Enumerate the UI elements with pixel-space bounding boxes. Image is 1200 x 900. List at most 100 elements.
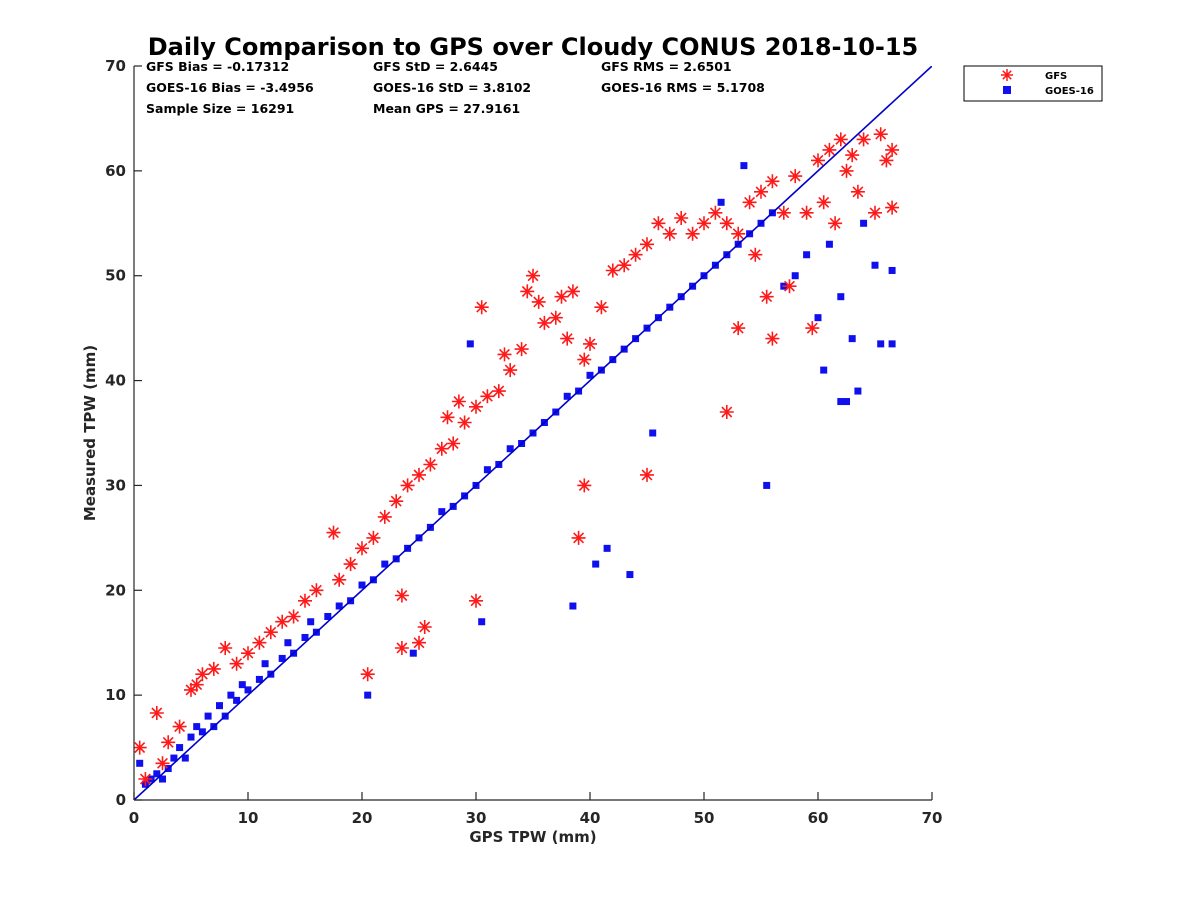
x-tick-label: 20 xyxy=(352,809,373,827)
gfs-point xyxy=(355,541,369,556)
ticks-layer: 0 10 20 30 40 50 60 70 0 10 20 30 40 50 60 70 xyxy=(105,57,942,827)
gfs-point xyxy=(184,682,198,697)
gfs-point xyxy=(343,557,358,572)
gfs-point xyxy=(719,216,734,231)
gfs-point xyxy=(360,667,375,682)
y-axis-label: Measured TPW (mm) xyxy=(81,345,99,521)
gfs-point xyxy=(514,342,529,357)
goes-16-point xyxy=(592,560,600,568)
goes-16-point xyxy=(409,649,417,657)
gfs-point xyxy=(754,184,768,199)
goes-16-point xyxy=(791,272,799,280)
goes-16-point xyxy=(216,702,223,710)
gfs-point xyxy=(868,205,882,220)
gfs-point xyxy=(263,625,278,640)
gfs-point xyxy=(805,321,820,336)
gfs-point xyxy=(469,399,483,414)
legend-gfs-marker xyxy=(1001,69,1013,81)
gfs-point xyxy=(457,415,472,430)
gfs-point xyxy=(520,284,535,299)
goes-16-point xyxy=(563,392,571,400)
gfs-point xyxy=(206,661,221,676)
goes-16-point xyxy=(888,266,896,274)
gfs-point xyxy=(252,635,267,650)
goes-16-point xyxy=(364,691,372,699)
gfs-point xyxy=(577,352,592,367)
gfs-point xyxy=(605,263,620,278)
y-tick-label: 40 xyxy=(105,372,126,390)
gfs-point xyxy=(839,163,854,178)
gfs-point xyxy=(765,174,780,189)
x-tick-label: 30 xyxy=(466,809,487,827)
goes-16-point xyxy=(814,314,822,322)
stat-gfs-bias: GFS Bias = -0.17312 xyxy=(146,59,289,74)
y-tick-label: 30 xyxy=(105,476,126,494)
y-tick-label: 0 xyxy=(116,791,126,809)
y-tick-label: 60 xyxy=(105,162,126,180)
legend-label-goes: GOES-16 xyxy=(1045,86,1094,97)
goes-16-point xyxy=(255,675,263,683)
goes-16-point xyxy=(153,770,161,778)
gfs-point xyxy=(816,195,831,210)
gfs-point xyxy=(480,389,495,404)
identity-line xyxy=(134,66,932,800)
goes-16-point xyxy=(244,686,252,694)
goes-16-point xyxy=(159,775,166,783)
goes-16-point xyxy=(586,371,594,379)
stat-gfs-rms: GFS RMS = 2.6501 xyxy=(601,59,732,74)
gfs-point xyxy=(885,200,900,215)
goes-16-point xyxy=(877,340,885,348)
gfs-point xyxy=(662,226,677,241)
goes-16-point xyxy=(837,293,845,301)
gfs-point xyxy=(828,216,843,231)
gfs-point xyxy=(377,509,392,524)
gfs-point xyxy=(674,211,689,225)
gfs-point xyxy=(138,772,153,786)
goes-16-point xyxy=(717,198,725,206)
goes-16-point xyxy=(854,387,862,395)
gfs-point xyxy=(195,667,210,682)
goes-16-point xyxy=(301,633,309,641)
x-tick-label: 70 xyxy=(922,809,943,827)
gfs-point xyxy=(412,467,426,482)
gfs-point xyxy=(469,593,483,608)
goes-16-point xyxy=(438,508,446,516)
gfs-point xyxy=(776,205,791,220)
goes-16-point xyxy=(803,251,811,259)
gfs-point xyxy=(628,247,643,262)
gfs-point xyxy=(229,656,244,671)
goes-16-point xyxy=(198,728,206,736)
gfs-point xyxy=(394,641,409,655)
gfs-point xyxy=(394,588,409,603)
gfs-point xyxy=(782,279,797,294)
goes-16-point xyxy=(569,602,577,610)
x-axis-label: GPS TPW (mm) xyxy=(469,828,596,846)
gfs-point xyxy=(189,677,204,692)
gfs-point xyxy=(788,169,803,184)
stats-annotations: GFS Bias = -0.17312 GFS StD = 2.6445 GFS… xyxy=(146,59,765,116)
gfs-point xyxy=(241,646,255,661)
gfs-point xyxy=(697,216,711,231)
gfs-point xyxy=(742,195,757,210)
goes-16-point xyxy=(466,340,474,348)
gfs-point xyxy=(565,284,580,299)
goes-16-point xyxy=(307,618,315,626)
gfs-point xyxy=(873,127,888,142)
gfs-point xyxy=(434,441,449,456)
goes-16-point xyxy=(170,754,178,762)
goes-16-point xyxy=(176,744,184,752)
gfs-point xyxy=(286,609,301,624)
goes-16-point xyxy=(837,398,845,406)
plot-area xyxy=(134,66,932,800)
goes-16-point xyxy=(358,581,366,589)
gfs-point xyxy=(748,247,763,262)
gfs-point xyxy=(833,132,848,147)
gfs-point xyxy=(799,205,814,220)
gfs-point xyxy=(155,756,170,771)
legend: GFS GOES-16 xyxy=(963,65,1103,102)
gfs-point xyxy=(577,478,592,493)
gfs-point xyxy=(309,583,324,598)
stat-goes-std: GOES-16 StD = 3.8102 xyxy=(373,80,531,95)
gfs-point xyxy=(651,216,666,231)
goes-16-point xyxy=(506,445,514,453)
